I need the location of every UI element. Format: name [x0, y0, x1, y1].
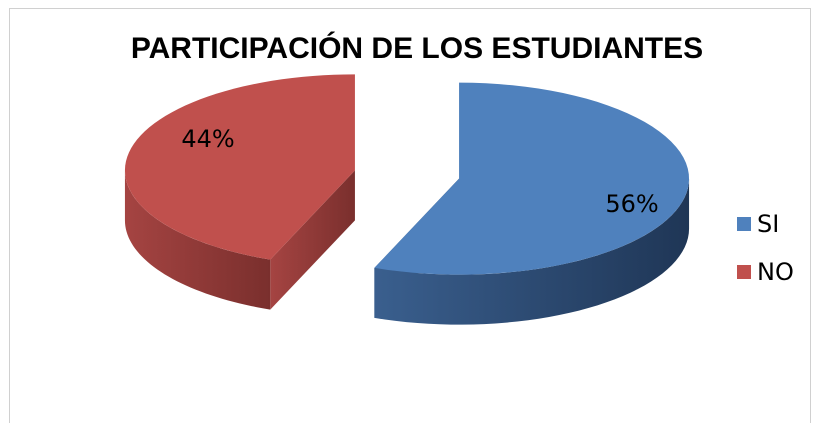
slice	[374, 82, 690, 275]
slice-side	[374, 178, 690, 325]
slice-side	[124, 170, 271, 310]
legend-label: SI	[757, 210, 779, 238]
slice-cut-face	[270, 170, 355, 310]
legend-label: NO	[757, 258, 794, 286]
slice	[124, 74, 355, 260]
data-label: 44%	[181, 125, 234, 153]
data-label: 56%	[605, 190, 658, 218]
chart-title: PARTICIPACIÓN DE LOS ESTUDIANTES	[131, 31, 703, 65]
legend-swatch	[737, 265, 751, 279]
legend-swatch	[737, 217, 751, 231]
